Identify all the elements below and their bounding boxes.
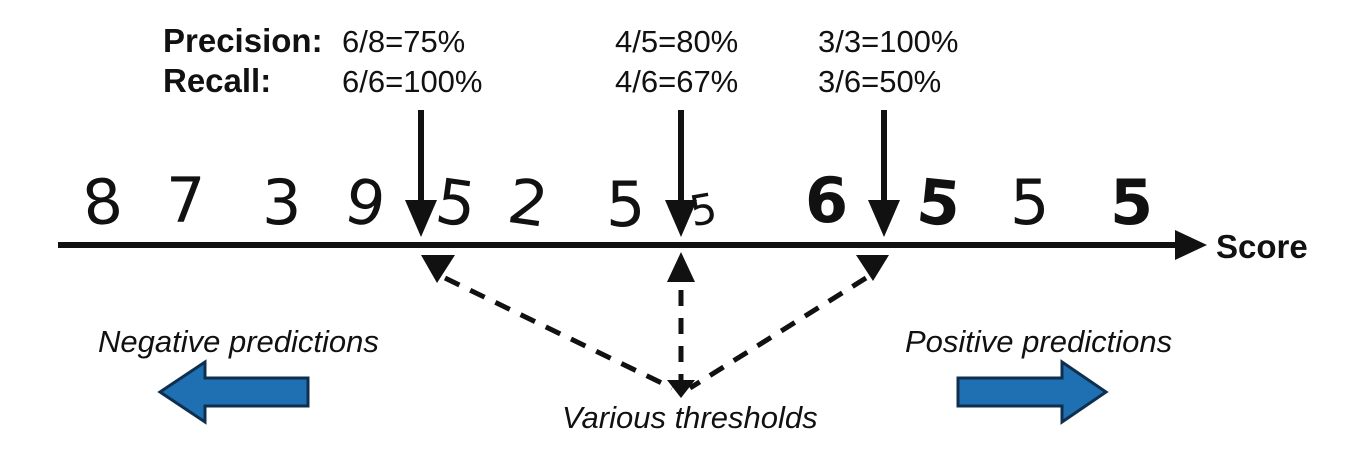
threshold-3-recall: 3/6=50% [818, 64, 941, 99]
threshold-dashed-lines [445, 278, 866, 388]
threshold-1-recall: 6/6=100% [342, 64, 482, 99]
precision-label: Precision: [163, 22, 323, 59]
digit-7: 5 [606, 168, 645, 241]
digit-6: 2 [503, 164, 552, 242]
threshold-arrow-3 [868, 110, 900, 237]
negative-direction-arrow [160, 362, 308, 422]
digit-1: 8 [79, 164, 126, 241]
digit-2: 7 [166, 164, 205, 237]
positive-predictions-label: Positive predictions [905, 324, 1172, 359]
digit-5: 5 [431, 164, 480, 242]
digit-4: 9 [339, 164, 391, 243]
axis-arrowhead [1175, 230, 1207, 260]
positive-direction-arrow [958, 362, 1106, 422]
threshold-marker-middle [667, 252, 695, 282]
digit-9: 6 [805, 164, 848, 237]
digit-10: 5 [914, 164, 965, 241]
threshold-arrow-1 [405, 110, 437, 237]
digit-11: 5 [1010, 166, 1049, 239]
recall-label: Recall: [163, 62, 271, 99]
digit-3: 3 [262, 166, 301, 239]
threshold-marker-right [856, 255, 889, 281]
negative-predictions-label: Negative predictions [98, 324, 379, 359]
score-label: Score [1216, 228, 1308, 265]
various-thresholds-label: Various thresholds [562, 400, 818, 435]
threshold-3-precision: 3/3=100% [818, 24, 958, 59]
digit-12: 5 [1110, 166, 1153, 239]
threshold-1-precision: 6/8=75% [342, 24, 465, 59]
threshold-2-precision: 4/5=80% [615, 24, 738, 59]
threshold-2-recall: 4/6=67% [615, 64, 738, 99]
